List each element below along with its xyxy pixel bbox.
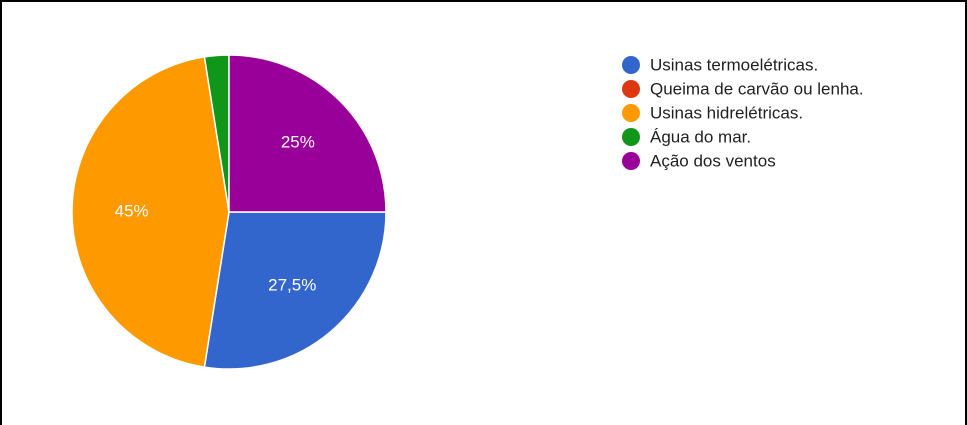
slice-label: 45% [115,201,149,220]
legend-swatch [622,80,640,98]
legend-label: Ação dos ventos [650,151,776,170]
legend-swatch [622,56,640,74]
pie-slice [71,56,230,368]
legend-label: Queima de carvão ou lenha. [650,79,864,98]
pie-slice [228,54,387,213]
legend-swatch [622,152,640,170]
legend-label: Água do mar. [650,127,751,146]
legend-label: Usinas termoelétricas. [650,55,818,74]
legend-swatch [622,128,640,146]
slice-label: 27,5% [268,276,316,295]
legend-label: Usinas hidrelétricas. [650,103,803,122]
slice-label: 25% [281,133,315,152]
legend-swatch [622,104,640,122]
pie-slice [203,211,387,370]
